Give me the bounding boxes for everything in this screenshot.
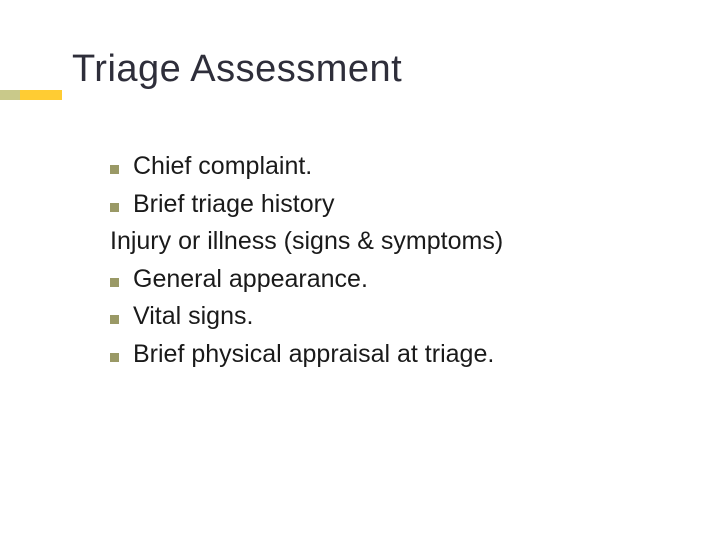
accent-bar-segment-1 xyxy=(0,90,20,100)
line-text: General appearance. xyxy=(133,261,368,299)
bullet-line: Brief physical appraisal at triage. xyxy=(110,336,503,374)
slide: { "colors": { "title": "#2e2e3a", "body"… xyxy=(0,0,720,540)
square-bullet-icon xyxy=(110,315,119,324)
bullet-line: Brief triage history xyxy=(110,186,503,224)
slide-body: Chief complaint.Brief triage historyInju… xyxy=(110,148,503,373)
accent-bar xyxy=(0,90,62,100)
accent-bar-segment-2 xyxy=(20,90,62,100)
square-bullet-icon xyxy=(110,353,119,362)
square-bullet-icon xyxy=(110,165,119,174)
square-bullet-icon xyxy=(110,278,119,287)
bullet-line: General appearance. xyxy=(110,261,503,299)
line-text: Brief physical appraisal at triage. xyxy=(133,336,494,374)
line-text: Injury or illness (signs & symptoms) xyxy=(110,223,503,261)
line-text: Brief triage history xyxy=(133,186,334,224)
bullet-line: Vital signs. xyxy=(110,298,503,336)
line-text: Chief complaint. xyxy=(133,148,312,186)
line-text: Vital signs. xyxy=(133,298,253,336)
square-bullet-icon xyxy=(110,203,119,212)
plain-line: Injury or illness (signs & symptoms) xyxy=(110,223,503,261)
slide-title: Triage Assessment xyxy=(72,48,402,91)
bullet-line: Chief complaint. xyxy=(110,148,503,186)
